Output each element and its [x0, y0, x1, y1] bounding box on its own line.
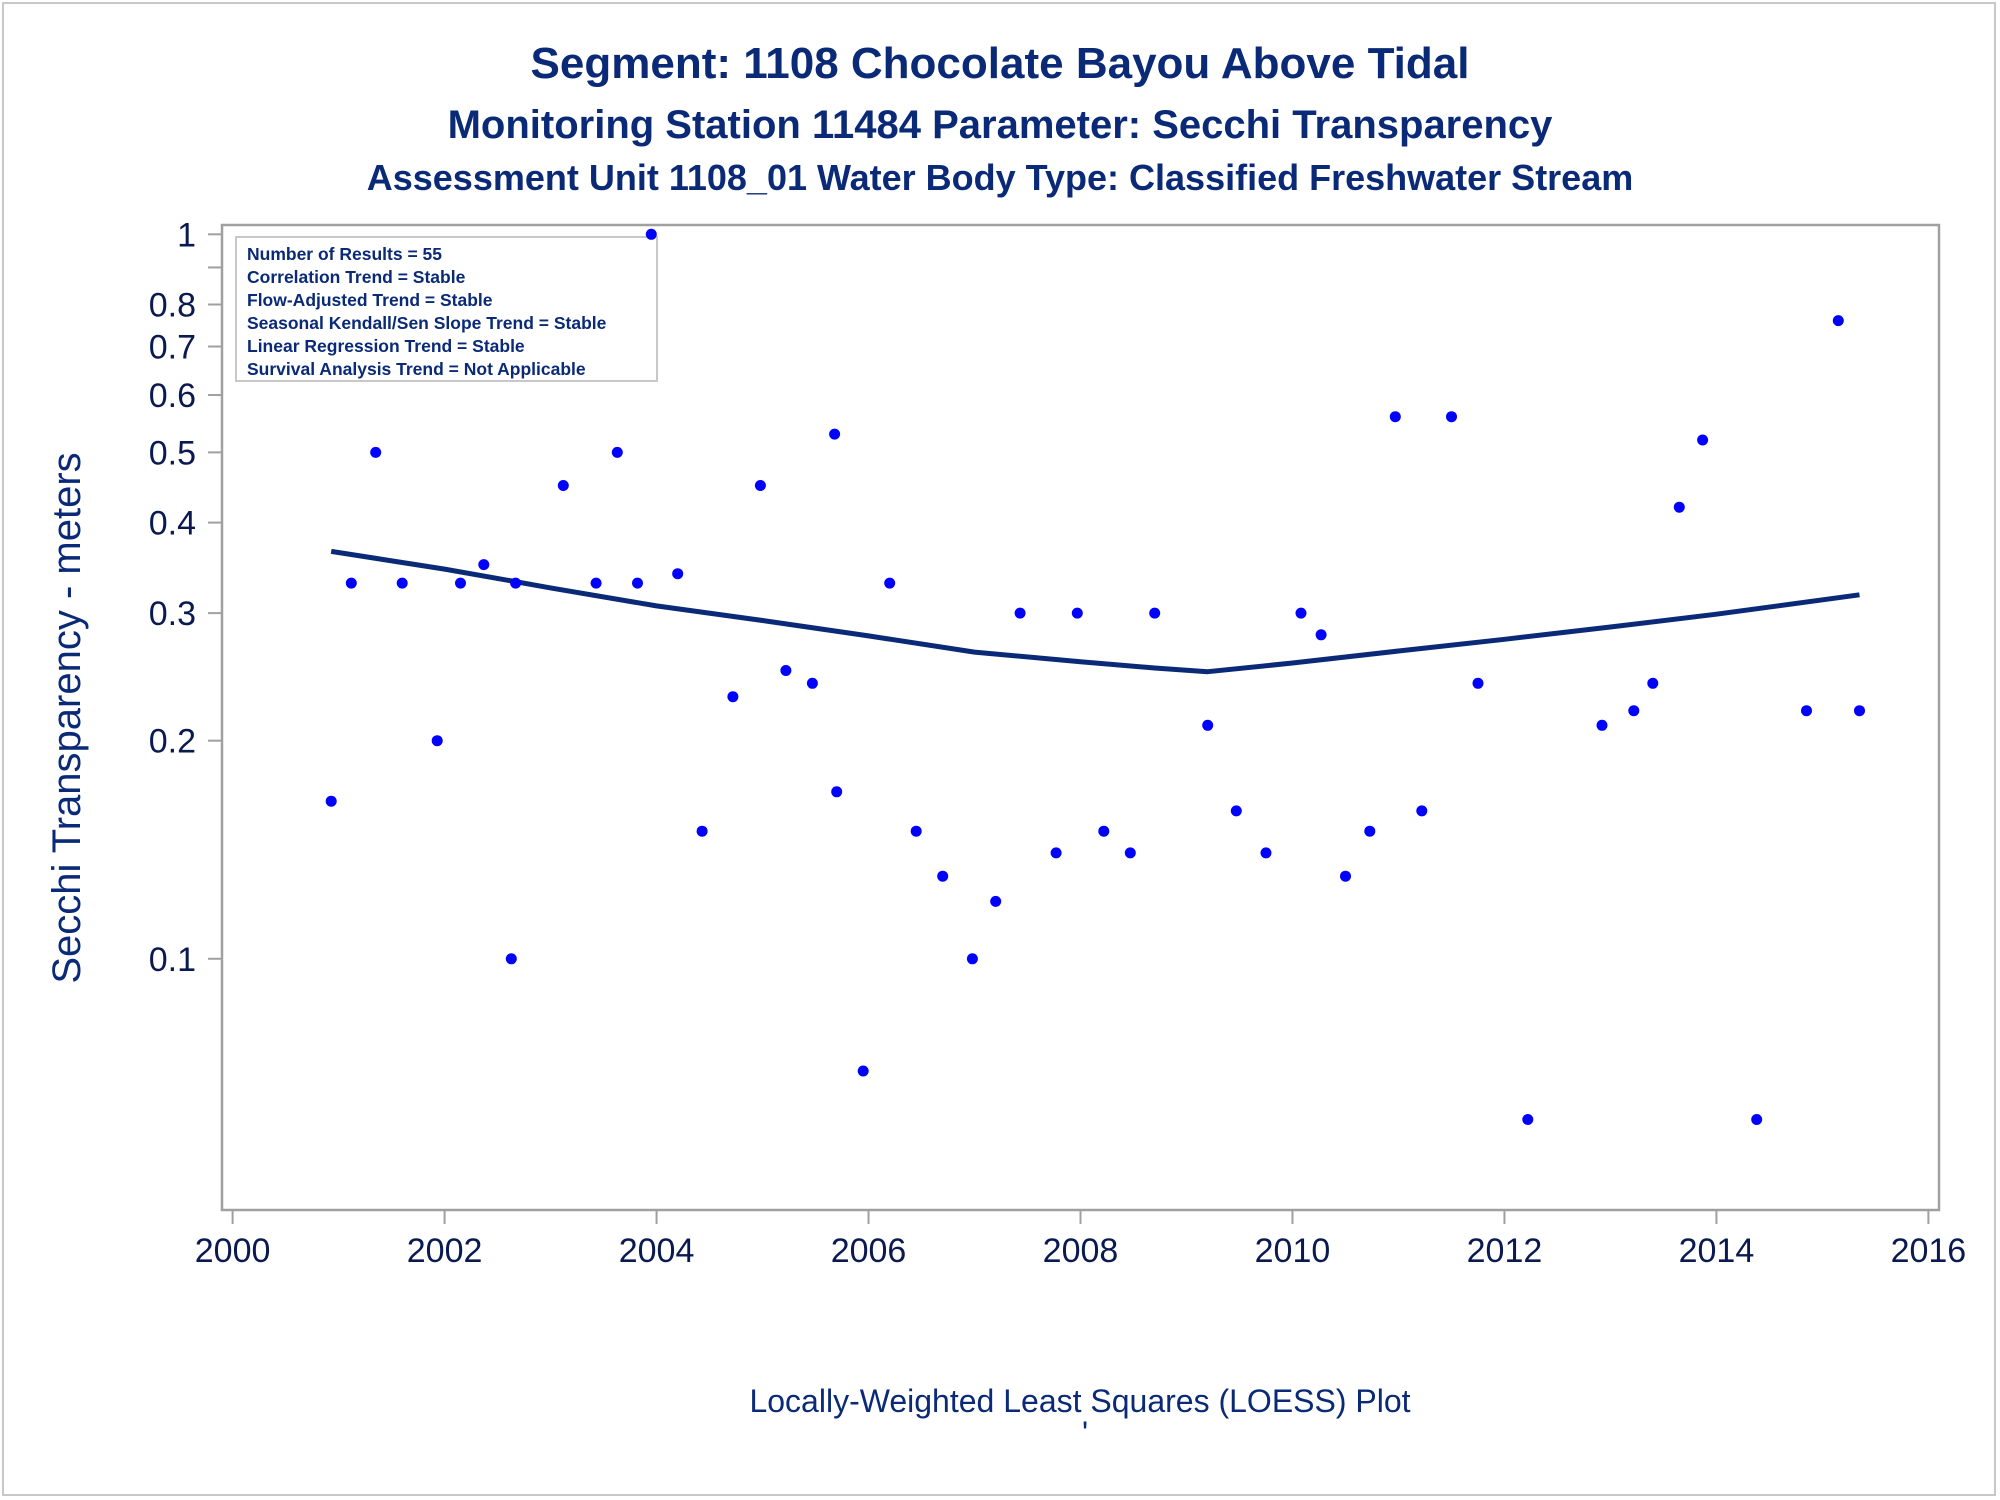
- data-point: [557, 480, 569, 491]
- y-axis: 0.1 0.2 0.3 0.4 0.5 0.6 0.7 0.8 1: [149, 216, 222, 979]
- inset-line-results: Number of Results = 55: [247, 244, 442, 264]
- data-point: [780, 665, 792, 676]
- data-point: [696, 825, 708, 837]
- data-point: [884, 577, 896, 589]
- data-point: [611, 446, 623, 458]
- plot-footnote-mark: ': [1082, 1415, 1088, 1451]
- x-tick-label: 2012: [1467, 1232, 1543, 1270]
- data-point: [1801, 705, 1812, 717]
- data-point: [632, 577, 643, 589]
- data-point: [966, 953, 978, 965]
- data-point: [727, 691, 739, 703]
- data-point: [370, 446, 382, 458]
- data-point: [1416, 805, 1428, 817]
- data-point: [1071, 607, 1083, 619]
- data-point: [505, 953, 517, 965]
- data-point: [1014, 607, 1026, 619]
- inset-line-flow-adjusted: Flow-Adjusted Trend = Stable: [247, 290, 493, 310]
- data-point: [937, 870, 949, 882]
- data-point: [1260, 847, 1272, 859]
- data-point: [1202, 719, 1214, 731]
- data-point: [1673, 501, 1685, 513]
- data-point: [478, 559, 490, 571]
- y-tick-label: 0.6: [149, 377, 196, 415]
- data-point: [1315, 629, 1327, 641]
- x-axis: 2000 2002 2004 2006 2008 2010 2012 2014 2016: [195, 1210, 1966, 1270]
- inset-line-correlation: Correlation Trend = Stable: [247, 267, 466, 287]
- x-tick-label: 2016: [1891, 1232, 1967, 1270]
- data-point: [1522, 1114, 1534, 1125]
- data-point: [806, 677, 818, 689]
- y-axis-label: Secchi Transparency - meters: [45, 452, 89, 983]
- y-tick-label: 0.2: [149, 723, 196, 761]
- inset-line-survival-analysis: Survival Analysis Trend = Not Applicable: [247, 359, 586, 379]
- y-tick-label: 0.8: [149, 287, 196, 325]
- y-tick-label: 0.3: [149, 595, 196, 633]
- data-point: [1124, 847, 1136, 859]
- chart-subtitle: Monitoring Station 11484 Parameter: Secc…: [448, 103, 1554, 147]
- data-point: [1446, 411, 1457, 423]
- data-point: [1472, 677, 1484, 689]
- data-point: [1647, 677, 1659, 689]
- x-tick-label: 2008: [1043, 1232, 1119, 1270]
- data-point: [345, 577, 357, 589]
- y-tick-label: 0.4: [149, 505, 196, 543]
- data-point: [1596, 719, 1608, 731]
- data-point: [857, 1065, 869, 1077]
- data-point: [455, 577, 466, 589]
- data-points: [325, 228, 1865, 1125]
- y-tick-label: 0.1: [149, 941, 196, 979]
- data-point: [910, 825, 922, 837]
- loess-series-line: [330, 548, 1860, 675]
- data-point: [1628, 705, 1640, 717]
- x-tick-label: 2010: [1255, 1232, 1331, 1270]
- data-point: [1854, 705, 1865, 717]
- inset-line-linear-regression: Linear Regression Trend = Stable: [247, 336, 525, 356]
- data-point: [510, 577, 522, 589]
- data-point: [1697, 434, 1709, 446]
- data-point: [1149, 607, 1161, 619]
- data-point: [754, 480, 766, 491]
- plot-footnote: Locally-Weighted Least Squares (LOESS) P…: [749, 1383, 1410, 1419]
- trend-summary-box: Number of Results = 55 Correlation Trend…: [235, 236, 658, 382]
- trend-summary-border: [235, 236, 658, 382]
- y-tick-label: 0.5: [149, 434, 196, 472]
- inset-line-seasonal-kendall: Seasonal Kendall/Sen Slope Trend = Stabl…: [247, 313, 607, 333]
- x-tick-label: 2004: [619, 1232, 695, 1270]
- data-point: [1050, 847, 1062, 859]
- data-point: [1751, 1114, 1763, 1125]
- data-point: [672, 568, 684, 580]
- x-tick-label: 2002: [407, 1232, 483, 1270]
- chart-title: Segment: 1108 Chocolate Bayou Above Tida…: [531, 39, 1470, 88]
- x-tick-label: 2006: [831, 1232, 907, 1270]
- data-point: [1340, 870, 1351, 882]
- data-point: [325, 795, 337, 807]
- data-point: [829, 428, 841, 440]
- y-tick-label: 1: [177, 216, 196, 254]
- data-point: [590, 577, 602, 589]
- data-point: [1364, 825, 1376, 837]
- x-tick-label: 2000: [195, 1232, 271, 1270]
- data-point: [1389, 411, 1401, 423]
- data-point: [1098, 825, 1110, 837]
- data-point: [1832, 315, 1844, 327]
- y-tick-label: 0.7: [149, 329, 196, 367]
- data-point: [1295, 607, 1307, 619]
- data-point: [431, 735, 443, 747]
- x-tick-label: 2014: [1679, 1232, 1755, 1270]
- data-point: [1230, 805, 1242, 817]
- data-point: [396, 577, 408, 589]
- chart-subtitle-secondary: Assessment Unit 1108_01 Water Body Type:…: [367, 157, 1634, 198]
- data-point: [645, 228, 657, 240]
- data-point: [831, 786, 843, 798]
- data-point: [990, 895, 1002, 907]
